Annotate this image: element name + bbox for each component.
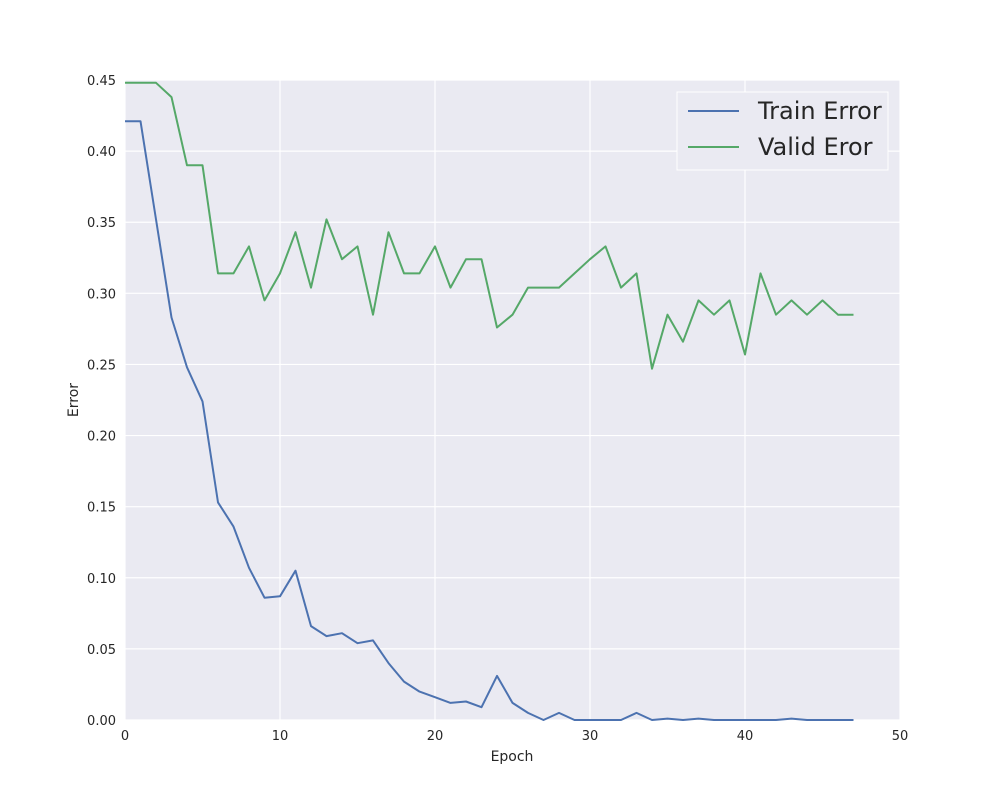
y-tick-label: 0.25 — [87, 358, 116, 373]
x-axis-label: Epoch — [491, 749, 534, 765]
plot-background — [125, 80, 900, 720]
x-tick-label: 50 — [892, 729, 909, 744]
y-tick-label: 0.10 — [87, 572, 116, 587]
y-tick-label: 0.45 — [87, 74, 116, 89]
y-tick-label: 0.35 — [87, 216, 116, 231]
legend-label-1: Train Error — [757, 97, 882, 125]
x-tick-label: 40 — [737, 729, 754, 744]
y-tick-label: 0.00 — [87, 714, 116, 729]
x-tick-label: 10 — [272, 729, 289, 744]
y-tick-label: 0.15 — [87, 501, 116, 516]
y-tick-label: 0.40 — [87, 145, 116, 160]
y-axis-label: Error — [66, 383, 82, 417]
y-tick-label: 0.20 — [87, 430, 116, 445]
y-axis-ticks: 0.00 0.05 0.10 0.15 0.20 0.25 0.30 0.35 0.40 0.45 — [87, 74, 116, 729]
legend: Train Error Valid Eror — [676, 91, 889, 171]
grid — [124, 79, 901, 721]
series-line-1 — [125, 120, 854, 721]
x-tick-label: 20 — [427, 729, 444, 744]
x-axis-ticks: 0 10 20 30 40 50 — [121, 729, 908, 744]
y-tick-label: 0.05 — [87, 643, 116, 658]
series-line-2 — [125, 81, 854, 370]
y-tick-label: 0.30 — [87, 287, 116, 302]
legend-box — [676, 91, 889, 171]
series-group — [125, 81, 854, 721]
x-tick-label: 0 — [121, 729, 129, 744]
x-tick-label: 30 — [582, 729, 599, 744]
legend-label-2: Valid Eror — [758, 133, 873, 161]
